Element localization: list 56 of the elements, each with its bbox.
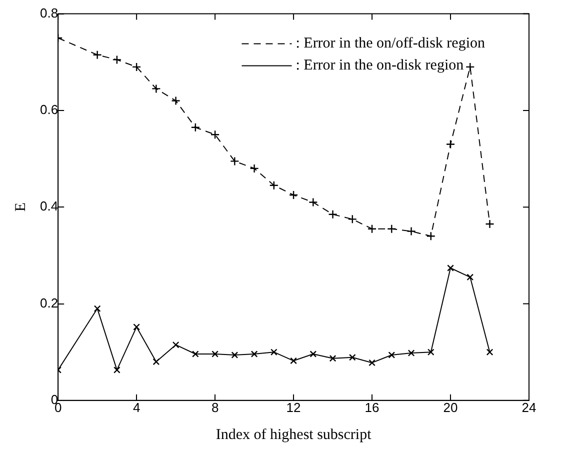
point (114, 366, 120, 374)
point (466, 62, 475, 72)
point (288, 190, 298, 200)
point (387, 224, 396, 234)
point (190, 122, 200, 132)
point (367, 224, 377, 234)
point (250, 164, 259, 174)
point (152, 84, 161, 94)
point (308, 198, 318, 207)
y-tick-label: 0.6 (40, 102, 58, 118)
point (486, 348, 494, 356)
point (212, 350, 218, 358)
point (408, 350, 415, 356)
point (466, 274, 474, 281)
point (447, 264, 454, 272)
point (192, 350, 199, 358)
point (290, 357, 297, 364)
point (329, 354, 336, 362)
point (368, 359, 376, 366)
point (406, 226, 416, 236)
point (310, 350, 317, 358)
x-tick-label: 12 (286, 400, 301, 415)
point (132, 62, 142, 72)
point (230, 156, 240, 166)
x-axis-title: Index of highest subscript (216, 426, 372, 443)
point (250, 350, 258, 358)
point (112, 55, 122, 64)
point (152, 358, 160, 366)
point (133, 324, 140, 330)
point (485, 219, 494, 229)
y-axis-title: E (12, 202, 29, 212)
point (269, 180, 279, 190)
point (348, 354, 356, 361)
point (92, 50, 102, 60)
y-tick-label: 0.2 (40, 295, 58, 310)
point (348, 214, 357, 224)
y-tick-label: 0.8 (40, 5, 58, 20)
legend-label: : Error in the on-disk region (296, 58, 464, 74)
point (231, 352, 238, 358)
x-tick-label: 4 (132, 400, 140, 415)
point (270, 348, 278, 356)
point (328, 210, 338, 219)
y-tick-label: 0.4 (40, 198, 58, 214)
point (427, 348, 434, 356)
point (446, 140, 456, 149)
point (426, 231, 436, 241)
legend-label: : Error in the on/off-disk region (296, 36, 486, 52)
x-tick-label: 8 (211, 400, 219, 415)
point (94, 305, 101, 312)
x-tick-label: 24 (522, 400, 536, 415)
point (210, 130, 220, 140)
x-tick-label: 16 (364, 400, 380, 415)
point (171, 96, 180, 106)
point (172, 341, 180, 348)
x-tick-label: 20 (443, 400, 458, 415)
point (388, 352, 396, 358)
